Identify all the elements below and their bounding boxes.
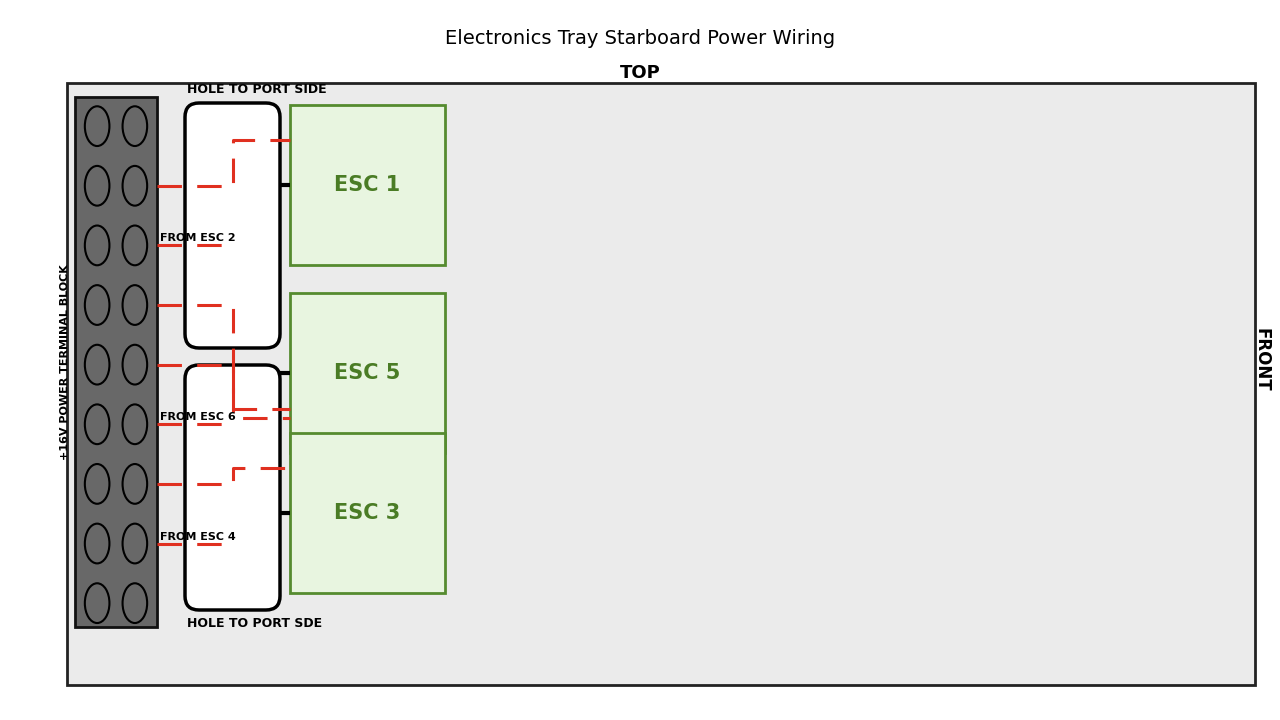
Text: HOLE TO PORT SIDE: HOLE TO PORT SIDE bbox=[187, 83, 326, 96]
Text: ESC 1: ESC 1 bbox=[334, 175, 401, 195]
Text: ESC 3: ESC 3 bbox=[334, 503, 401, 523]
Text: FROM ESC 4: FROM ESC 4 bbox=[160, 531, 236, 541]
Text: HOLE TO PORT SDE: HOLE TO PORT SDE bbox=[187, 617, 323, 630]
FancyBboxPatch shape bbox=[186, 365, 280, 610]
Text: +16V POWER TERMINAL BLOCK: +16V POWER TERMINAL BLOCK bbox=[60, 264, 70, 460]
Bar bbox=[291, 105, 445, 265]
Text: TOP: TOP bbox=[620, 64, 660, 82]
FancyBboxPatch shape bbox=[186, 103, 280, 348]
Bar bbox=[67, 83, 1254, 685]
Bar bbox=[291, 293, 445, 453]
Text: FROM ESC 6: FROM ESC 6 bbox=[160, 413, 236, 422]
Bar bbox=[76, 97, 157, 627]
Text: FRONT: FRONT bbox=[1253, 328, 1271, 392]
Text: Electronics Tray Starboard Power Wiring: Electronics Tray Starboard Power Wiring bbox=[445, 29, 835, 48]
Bar bbox=[291, 433, 445, 593]
Text: FROM ESC 2: FROM ESC 2 bbox=[160, 233, 236, 243]
Text: ESC 5: ESC 5 bbox=[334, 363, 401, 383]
